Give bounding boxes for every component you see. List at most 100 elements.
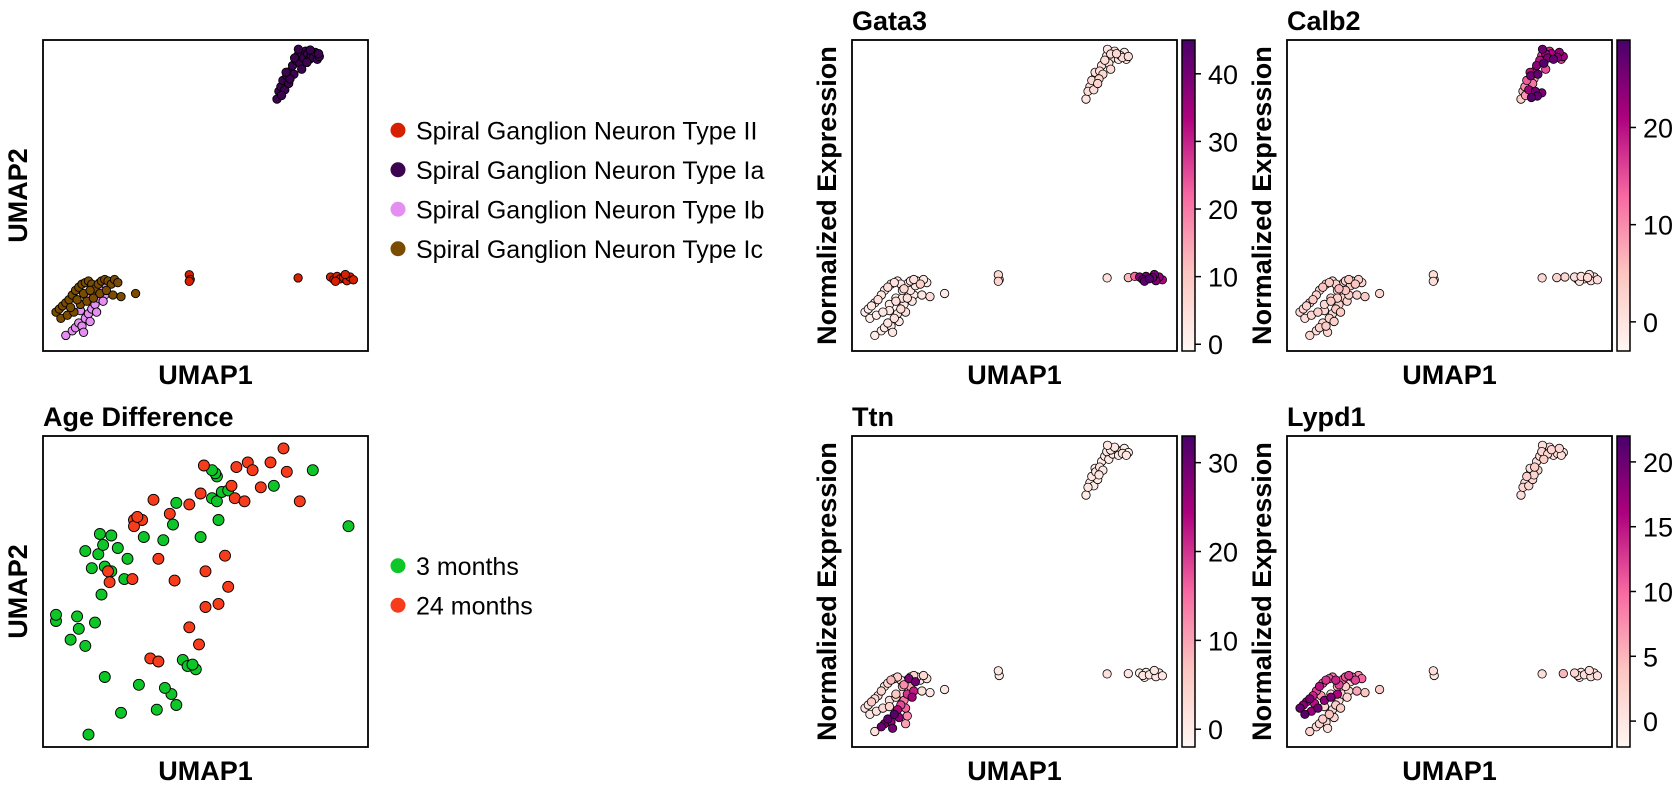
data-point — [313, 49, 324, 59]
panel-title: Ttn — [852, 402, 894, 432]
data-point — [98, 296, 108, 306]
data-point — [193, 638, 205, 651]
colorbar-tick-label: 20 — [1208, 538, 1238, 568]
data-point — [1352, 686, 1362, 696]
data-point — [1321, 321, 1331, 331]
colorbar-tick-label: 20 — [1643, 448, 1673, 478]
data-point — [896, 304, 906, 314]
legend-entry-label: 24 months — [416, 592, 533, 620]
data-point — [72, 295, 82, 305]
x-axis-label: UMAP1 — [158, 756, 253, 786]
data-point — [330, 276, 341, 286]
data-point — [876, 686, 886, 696]
data-point — [219, 549, 231, 562]
legend-entry-label: Spiral Ganglion Neuron Type II — [416, 117, 757, 145]
data-point — [340, 269, 350, 280]
data-point — [64, 633, 77, 646]
data-point — [1324, 277, 1334, 288]
lypd1-umap-panel: Lypd1 UMAP1 Normalized Expression 0 5 10 15 20 — [1247, 402, 1673, 786]
data-point — [126, 573, 139, 586]
data-point — [907, 692, 917, 702]
data-point — [1360, 291, 1370, 302]
data-point — [157, 534, 170, 547]
data-point — [78, 327, 89, 337]
data-point — [210, 495, 223, 508]
data-point — [870, 726, 880, 737]
data-point — [1546, 445, 1557, 455]
data-point — [993, 276, 1003, 286]
data-point — [116, 291, 126, 302]
data-point — [293, 44, 304, 54]
data-point — [883, 714, 893, 724]
data-point — [1539, 454, 1549, 464]
data-point — [883, 318, 893, 328]
data-point — [1102, 440, 1113, 450]
data-point — [1321, 675, 1331, 685]
panel-title: Age Difference — [43, 402, 234, 432]
data-point — [1102, 669, 1112, 679]
colorbar-tick-label: 40 — [1208, 60, 1238, 90]
data-point — [170, 699, 183, 711]
data-point — [1111, 49, 1122, 59]
data-point — [254, 481, 267, 494]
data-point — [184, 276, 194, 286]
data-point — [183, 621, 196, 634]
data-point — [1305, 726, 1315, 737]
data-point — [1375, 684, 1385, 695]
data-point — [212, 597, 225, 610]
data-point — [887, 723, 898, 733]
data-point — [1558, 668, 1568, 679]
data-point — [293, 273, 303, 283]
data-point — [137, 531, 150, 544]
data-point — [1344, 670, 1354, 681]
data-point — [1305, 694, 1315, 704]
legend-marker — [390, 201, 406, 217]
data-point — [1157, 671, 1168, 681]
legend-entry-label: Spiral Ganglion Neuron Type Ic — [416, 236, 763, 264]
colorbar-tick-label: 10 — [1643, 211, 1673, 241]
data-point — [1554, 443, 1564, 453]
data-point — [1326, 692, 1336, 702]
y-axis-label: Normalized Expression — [1247, 46, 1277, 345]
data-point — [50, 608, 62, 621]
data-point — [1331, 675, 1341, 685]
data-point — [900, 719, 911, 729]
data-point — [222, 580, 235, 593]
x-axis-label: UMAP1 — [967, 360, 1062, 390]
data-point — [902, 293, 912, 303]
data-point — [993, 666, 1003, 676]
data-point — [915, 279, 925, 289]
data-point — [297, 64, 307, 74]
data-point — [95, 588, 108, 601]
data-point — [1526, 92, 1537, 103]
data-point — [1123, 51, 1133, 62]
data-point — [1583, 272, 1593, 283]
data-point — [1313, 703, 1323, 713]
data-point — [889, 313, 899, 323]
data-point — [293, 495, 306, 508]
colorbar-tick-label: 0 — [1643, 707, 1658, 737]
scatter-points — [50, 442, 355, 741]
data-point — [884, 701, 895, 712]
colorbar-tick-label: 20 — [1208, 195, 1238, 225]
data-point — [1530, 462, 1540, 472]
data-point — [167, 518, 179, 531]
data-point — [1300, 709, 1310, 719]
data-point — [305, 45, 315, 55]
data-point — [85, 285, 95, 296]
data-point — [891, 296, 901, 306]
y-axis-label: Normalized Expression — [812, 442, 842, 741]
y-axis-label: UMAP2 — [3, 544, 33, 639]
data-point — [1336, 703, 1346, 713]
x-axis-label: UMAP1 — [158, 360, 253, 390]
colorbar-tick-label: 10 — [1208, 626, 1238, 656]
legend-marker — [390, 162, 406, 178]
data-point — [1334, 284, 1344, 294]
data-point — [1318, 714, 1328, 724]
data-point — [281, 67, 291, 77]
data-point — [158, 681, 171, 694]
data-point — [91, 307, 102, 317]
plot-frame — [42, 435, 369, 748]
data-point — [1083, 482, 1093, 492]
